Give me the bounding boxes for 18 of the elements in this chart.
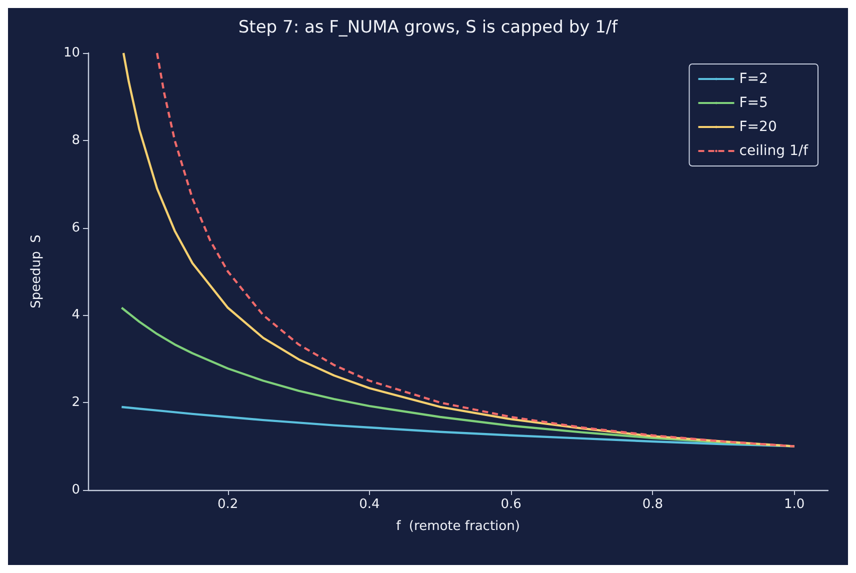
x-tick-label: 0.6	[500, 497, 522, 512]
y-tick-label: 6	[72, 220, 80, 236]
y-axis-title: Speedup S	[29, 234, 44, 308]
x-axis-title: f (remote fraction)	[396, 519, 520, 534]
legend-label: F=5	[739, 95, 768, 111]
y-tick-label: 2	[72, 395, 80, 410]
legend-label: ceiling 1/f	[739, 143, 810, 159]
y-tick-label: 4	[72, 308, 80, 323]
y-tick-label: 0	[72, 482, 80, 498]
x-tick-label: 0.2	[218, 497, 238, 512]
legend-label: F=2	[739, 71, 768, 87]
y-tick-label: 10	[63, 46, 80, 60]
chart-title: Step 7: as F_NUMA grows, S is capped by 1/f	[238, 18, 619, 38]
y-tick-label: 8	[72, 132, 80, 148]
x-tick-label: 0.8	[642, 497, 664, 512]
x-tick-label: 0.4	[359, 497, 380, 512]
x-tick-label: 1.0	[784, 497, 805, 512]
legend-label: F=20	[739, 119, 777, 135]
